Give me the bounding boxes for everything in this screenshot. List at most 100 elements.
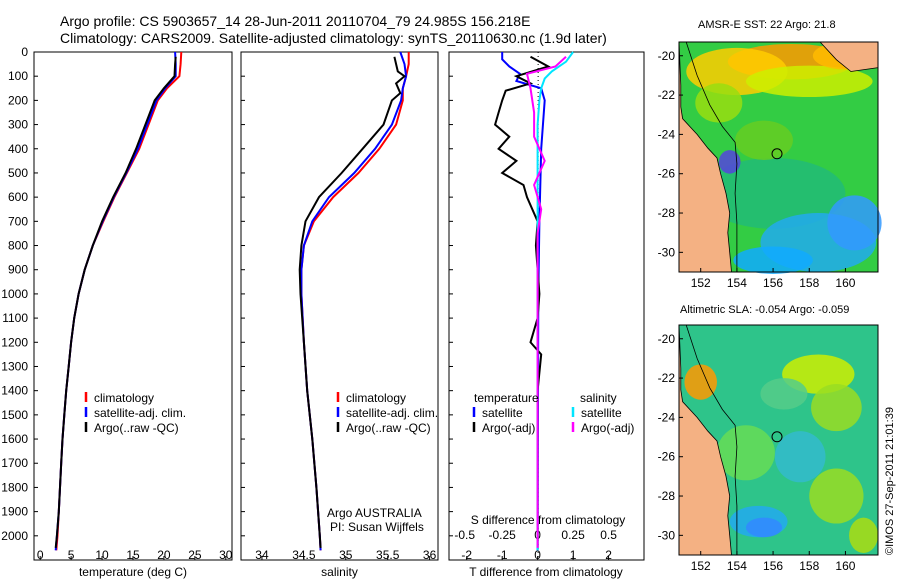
map-sla-field-2	[811, 383, 862, 432]
map-sst-title: AMSR-E SST: 22 Argo: 21.8	[698, 19, 836, 31]
ytick-label-17: 1700	[1, 456, 28, 470]
map-sla-field-6	[745, 517, 783, 538]
map-sla-field-9	[849, 517, 878, 554]
xtick-label-sal-0: 34	[255, 548, 269, 562]
ytick-label-2: 200	[8, 93, 28, 107]
ytick-label-20: 2000	[1, 529, 28, 543]
map-sla-ytick-label-0: -20	[658, 332, 676, 346]
legend-diff-temp-sat-label: satellite	[482, 406, 523, 420]
xlabel-s-difference: S difference from climatology	[471, 513, 626, 527]
legend-diff-sal-sat-label: satellite	[581, 406, 622, 420]
map-sla-ytick-label-5: -30	[658, 528, 676, 542]
map-sst-xtick-label-3: 158	[799, 276, 819, 290]
xtick-label-S-3: 0.25	[561, 528, 585, 542]
map-sst-xtick-label-2: 156	[763, 276, 783, 290]
map-sla-xtick-label-1: 154	[727, 559, 747, 573]
legend-temperature-1-label: satellite-adj. clim.	[94, 406, 186, 420]
ytick-label-8: 800	[8, 239, 28, 253]
map-sla-field-8	[760, 378, 808, 410]
xlabel-salinity: salinity	[321, 565, 358, 579]
legend-temperature-2-label: Argo(..raw -QC)	[94, 421, 179, 435]
annotation-pi: PI: Susan Wijffels	[330, 520, 424, 534]
legend-salinity-0-label: climatology	[346, 391, 406, 405]
legend-salinity-2-label: Argo(..raw -QC)	[346, 421, 431, 435]
map-sst-ytick-label-4: -28	[658, 206, 676, 220]
map-sst-field-9	[718, 150, 741, 174]
map-sla-xtick-label-0: 152	[691, 559, 711, 573]
map-sst-xtick-label-0: 152	[691, 276, 711, 290]
map-sst-field-3	[695, 83, 743, 123]
ytick-label-19: 1900	[1, 505, 28, 519]
legend-diff-temp-argo-label: Argo(-adj)	[482, 421, 535, 435]
zero-dot	[537, 56, 539, 57]
ytick-label-14: 1400	[1, 384, 28, 398]
map-sst-ytick-label-1: -22	[658, 88, 676, 102]
map-sst-field-5	[700, 157, 846, 229]
panel-salinity-frame	[240, 51, 439, 561]
header-line-1: Argo profile: CS 5903657_14 28-Jun-2011 …	[60, 13, 531, 29]
map-sla-argo-marker	[771, 431, 783, 443]
ytick-label-18: 1800	[1, 480, 28, 494]
ytick-label-3: 300	[8, 118, 28, 132]
map-sst-ytick-label-2: -24	[658, 127, 676, 141]
map-sla-field-4	[774, 431, 826, 483]
zero-dot	[537, 92, 539, 93]
map-sla-ytick-label-4: -28	[658, 489, 676, 503]
xlabel-temperature: temperature (deg C)	[79, 565, 187, 579]
xtick-label-temp-3: 15	[126, 548, 140, 562]
map-sst-frame	[678, 41, 879, 273]
map-sst-land	[678, 41, 732, 273]
map-sla-ytick-label-1: -22	[658, 371, 676, 385]
zero-dot	[537, 72, 539, 73]
map-sla-frame	[678, 324, 879, 556]
ytick-label-13: 1300	[1, 359, 28, 373]
zero-dot	[537, 552, 539, 553]
xtick-label-T-3: 1	[570, 548, 577, 562]
xtick-label-T-1: -1	[497, 548, 508, 562]
ytick-label-0: 0	[21, 45, 28, 59]
map-sla-land	[678, 324, 732, 556]
map-sst-ytick-label-5: -30	[658, 245, 676, 259]
zero-dot	[537, 84, 539, 85]
legend-temperature-0-label: climatology	[94, 391, 154, 405]
panel-difference-frame	[448, 51, 645, 561]
zero-dot	[537, 96, 539, 97]
map-sst-field-7	[827, 195, 882, 251]
ytick-label-5: 500	[8, 166, 28, 180]
zero-dot	[537, 76, 539, 77]
legend-salinity-1-label: satellite-adj. clim.	[346, 406, 438, 420]
xtick-label-temp-5: 25	[188, 548, 202, 562]
map-sla-xtick-label-2: 156	[763, 559, 783, 573]
zero-dot	[537, 88, 539, 89]
map-sst-contour	[685, 41, 738, 272]
panel-temperature-frame	[33, 51, 233, 561]
xtick-label-temp-1: 5	[68, 548, 75, 562]
map-sst-argo-marker	[771, 148, 783, 160]
series-difference-3	[525, 56, 567, 548]
series-difference-1	[493, 55, 551, 548]
ytick-label-15: 1500	[1, 408, 28, 422]
map-sla-title: Altimetric SLA: -0.054 Argo: -0.059	[680, 304, 850, 316]
map-sst: 152 154 156 158 160 -20 -22 -24 -26 -28 -30	[658, 41, 882, 290]
map-sst-xtick-label-1: 154	[727, 276, 747, 290]
map-sst-ytick-label-0: -20	[658, 49, 676, 63]
xlabel-t-difference: T difference from climatology	[469, 565, 623, 579]
map-sla-xtick-label-4: 160	[835, 559, 855, 573]
legend-diff-salinity-title: salinity	[580, 391, 617, 405]
series-temperature-2	[54, 56, 177, 548]
xtick-label-T-4: 2	[605, 548, 612, 562]
xtick-label-sal-3: 35.5	[376, 548, 400, 562]
zero-dot	[537, 68, 539, 69]
xtick-label-T-0: -2	[461, 548, 472, 562]
map-sla-ytick-label-2: -24	[658, 410, 676, 424]
ytick-label-12: 1200	[1, 335, 28, 349]
map-sla-field-0	[684, 364, 717, 400]
map-sst-field-8	[733, 246, 813, 274]
zero-dot	[537, 64, 539, 65]
annotation-argo-australia: Argo AUSTRALIA	[327, 506, 422, 520]
xtick-label-sal-2: 35	[339, 548, 353, 562]
xtick-label-S-4: 0.5	[600, 528, 617, 542]
ytick-label-11: 1100	[2, 311, 28, 325]
ytick-label-1: 100	[8, 69, 28, 83]
